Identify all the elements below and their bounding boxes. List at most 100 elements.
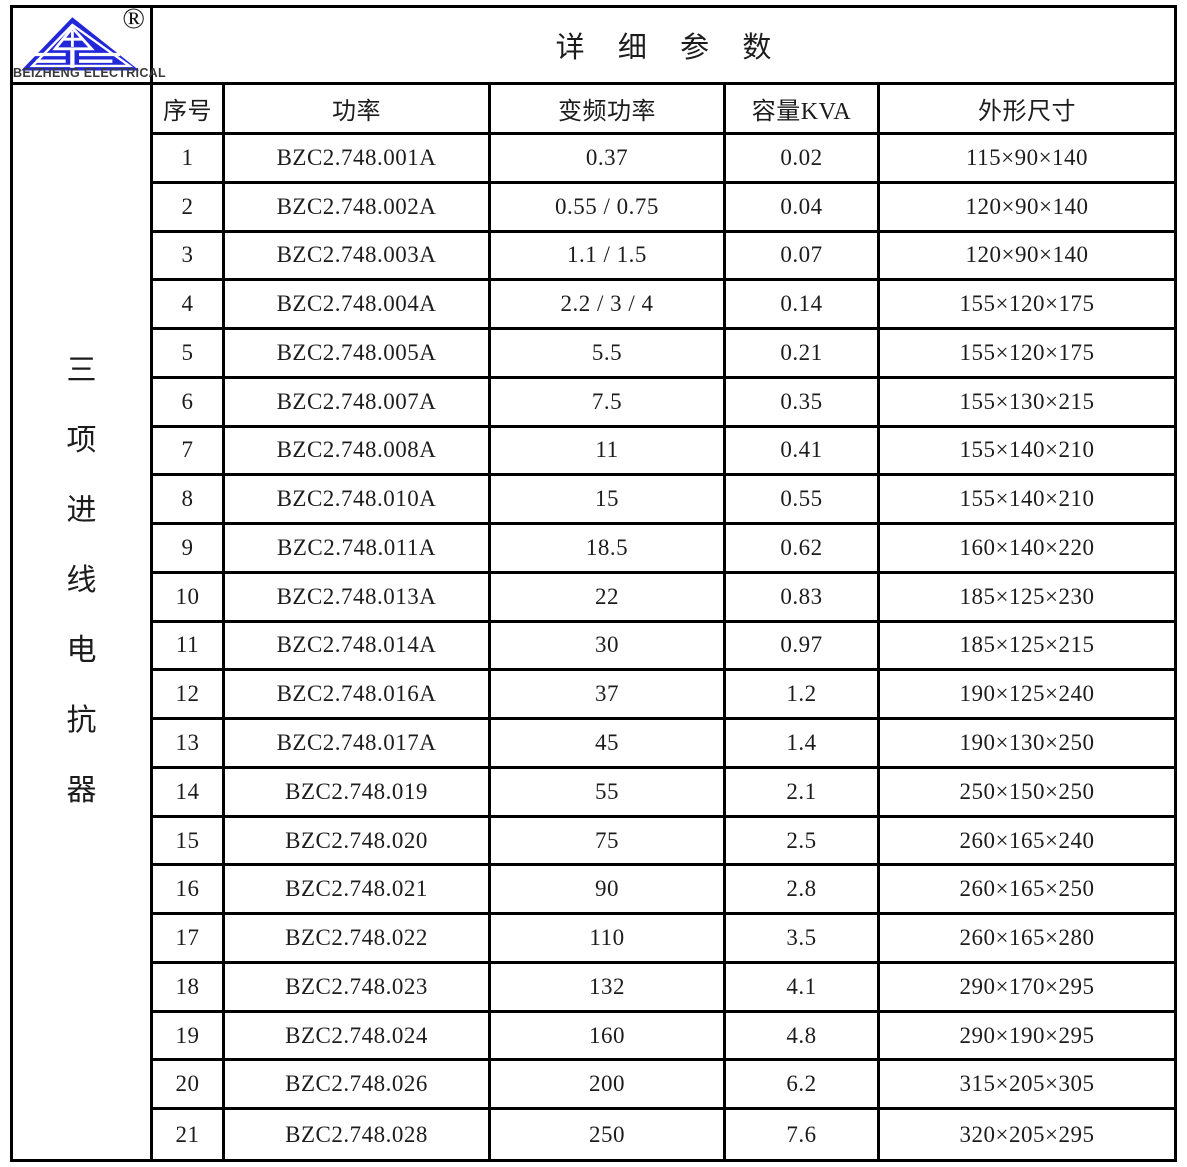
table-cell: 260×165×280 [959, 925, 1095, 951]
table-cell: BZC2.748.013A [225, 573, 491, 620]
table-cell: 200 [491, 1061, 726, 1108]
page-title: 详 细 参 数 [555, 32, 785, 64]
table-cell: 190×125×240 [959, 681, 1095, 707]
table-cell: 4.1 [726, 963, 880, 1010]
table-cell: BZC2.748.003A [225, 232, 491, 279]
beizheng-triangle-logo-icon [21, 17, 140, 71]
table-cell: BZC2.748.024 [225, 1012, 491, 1059]
table-cell: 18.5 [491, 525, 726, 571]
table-cell: BZC2.748.008A [225, 427, 491, 474]
table-cell: 110 [491, 915, 726, 961]
table-cell: 14 [153, 768, 225, 815]
table-cell: 12 [153, 671, 225, 718]
table-cell: 30 [491, 622, 726, 669]
table-cell: BZC2.748.014A [225, 622, 491, 669]
table-cell: 8 [153, 476, 225, 523]
table-cell: 17 [153, 915, 225, 961]
table-cell: 155×130×215 [959, 388, 1095, 414]
table-cell: 45 [491, 720, 726, 766]
table-cell: 290×170×295 [959, 973, 1095, 999]
table-cell: 18 [153, 963, 225, 1010]
table-cell: BZC2.748.028 [225, 1110, 491, 1159]
table-cell: 0.83 [726, 573, 880, 620]
table-cell: BZC2.748.016A [225, 671, 491, 718]
brand-name: BEIZHENG ELECTRICAL [13, 66, 166, 80]
table-cell: 6 [153, 378, 225, 425]
table-cell: 4.8 [726, 1012, 880, 1059]
table-cell: 90 [491, 866, 726, 913]
main-column: 详 细 参 数 序号 功率 变频功率 容量KVA 外形尺寸 1 BZC2.748.001A… [153, 8, 1174, 1159]
table-cell: 0.21 [726, 330, 880, 376]
table-cell: 250 [491, 1110, 726, 1159]
table-cell: 2.2 / 3 / 4 [491, 281, 726, 328]
table-cell: 7.5 [491, 378, 726, 425]
table-cell: 320×205×295 [959, 1121, 1095, 1147]
table-cell: 11 [491, 427, 726, 474]
table-cell: 132 [491, 963, 726, 1010]
table-row: 13 BZC2.748.017A 45 1.4 190×130×250 [153, 720, 1174, 769]
table-cell: 260×165×240 [959, 827, 1095, 853]
table-row: 5 BZC2.748.005A 5.5 0.21 155×120×175 [153, 330, 1174, 379]
table-cell: 0.55 [726, 476, 880, 523]
table-cell: 155×120×175 [959, 339, 1095, 365]
table-cell: 22 [491, 573, 726, 620]
table-cell: 0.14 [726, 281, 880, 328]
table-cell: 0.62 [726, 525, 880, 571]
title-band: 详 细 参 数 [153, 8, 1174, 85]
table-cell: 160 [491, 1012, 726, 1059]
table-cell: 120×90×140 [965, 193, 1089, 219]
column-header-1: 功率 [225, 85, 491, 132]
table-cell: 315×205×305 [959, 1071, 1095, 1097]
sidebar-char-4: 电 [66, 634, 97, 667]
table-cell: 15 [491, 476, 726, 523]
table-cell: 120×90×140 [965, 242, 1089, 268]
table-row: 1 BZC2.748.001A 0.37 0.02 115×90×140 [153, 135, 1174, 184]
table-cell: BZC2.748.026 [225, 1061, 491, 1108]
table-cell: BZC2.748.019 [225, 768, 491, 815]
sidebar-char-0: 三 [66, 354, 97, 387]
table-row: 4 BZC2.748.004A 2.2 / 3 / 4 0.14 155×120×175 [153, 281, 1174, 331]
table-cell: 185×125×230 [959, 583, 1095, 609]
table-row: 7 BZC2.748.008A 11 0.41 155×140×210 [153, 427, 1174, 477]
registered-trademark-icon: ® [122, 2, 145, 35]
table-row: 15 BZC2.748.020 75 2.5 260×165×240 [153, 817, 1174, 867]
table-cell: 6.2 [726, 1061, 880, 1108]
table-cell: 3.5 [726, 915, 880, 961]
table-cell: 155×140×210 [959, 437, 1095, 463]
table-cell: 260×165×250 [959, 876, 1095, 902]
table-cell: BZC2.748.001A [225, 135, 491, 181]
sidebar-char-5: 抗 [66, 704, 97, 737]
table-cell: 5.5 [491, 330, 726, 376]
table-cell: 2.8 [726, 866, 880, 913]
table-row: 14 BZC2.748.019 55 2.1 250×150×250 [153, 768, 1174, 818]
table-cell: 0.02 [726, 135, 880, 181]
table-cell: 3 [153, 232, 225, 279]
table-cell: 115×90×140 [965, 144, 1089, 170]
table-cell: 160×140×220 [959, 534, 1095, 560]
table-cell: 7 [153, 427, 225, 474]
table-cell: 16 [153, 866, 225, 913]
column-header-0: 序号 [153, 85, 225, 132]
table-header-row: 序号 功率 变频功率 容量KVA 外形尺寸 [153, 85, 1174, 135]
table-cell: BZC2.748.010A [225, 476, 491, 523]
table-row: 18 BZC2.748.023 132 4.1 290×170×295 [153, 963, 1174, 1013]
table-row: 21 BZC2.748.028 250 7.6 320×205×295 [153, 1110, 1174, 1159]
table-cell: 0.41 [726, 427, 880, 474]
column-header-3: 容量KVA [726, 85, 880, 132]
table-cell: 1.4 [726, 720, 880, 766]
table-cell: 4 [153, 281, 225, 328]
table-cell: BZC2.748.007A [225, 378, 491, 425]
table-cell: 2.1 [726, 768, 880, 815]
table-cell: 2 [153, 183, 225, 230]
table-cell: BZC2.748.020 [225, 817, 491, 864]
table-cell: 0.07 [726, 232, 880, 279]
table-cell: 15 [153, 817, 225, 864]
sidebar-char-6: 器 [66, 774, 97, 807]
table-cell: 20 [153, 1061, 225, 1108]
table-row: 20 BZC2.748.026 200 6.2 315×205×305 [153, 1061, 1174, 1111]
sidebar-char-3: 线 [66, 564, 97, 597]
table-cell: 0.04 [726, 183, 880, 230]
table-row: 8 BZC2.748.010A 15 0.55 155×140×210 [153, 476, 1174, 526]
table-cell: 0.97 [726, 622, 880, 669]
table-row: 2 BZC2.748.002A 0.55 / 0.75 0.04 120×90×140 [153, 183, 1174, 233]
